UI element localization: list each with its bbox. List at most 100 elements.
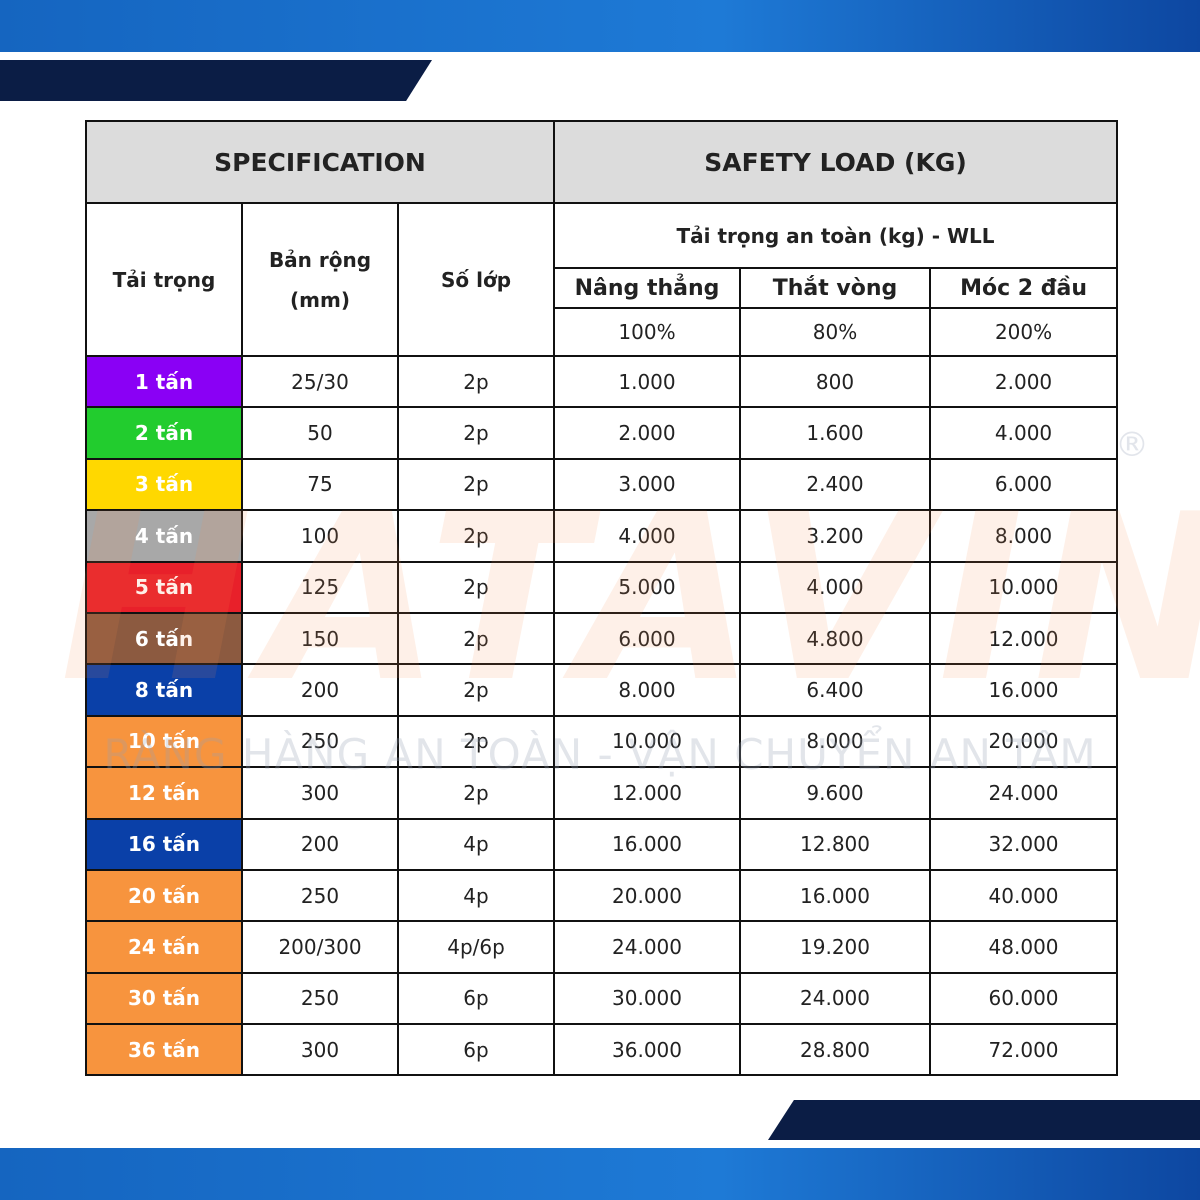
table-cell: 72.000: [929, 1023, 1119, 1077]
table-cell: 2p: [396, 354, 556, 409]
table-cell: 10.000: [553, 714, 742, 769]
table-row: 2 tấn 50 2p 2.000 1.600 4.000: [85, 406, 1119, 460]
table-cell: 2.000: [553, 406, 742, 460]
table-cell: 4p: [396, 817, 556, 871]
load-tag: 4 tấn: [85, 509, 243, 563]
table-cell: 8.000: [739, 714, 932, 769]
table-cell: 300: [241, 766, 399, 820]
table-cell: 8.000: [553, 663, 742, 717]
top-bar: [0, 0, 1200, 52]
column-header: Thắt vòng: [739, 267, 932, 309]
percent-cell: 200%: [929, 307, 1119, 357]
table-cell: 2p: [396, 611, 556, 666]
spec-table: SPECIFICATION SAFETY LOAD (KG) Tải trọng B…: [84, 120, 1119, 1077]
table-cell: 200: [241, 817, 399, 871]
table-cell: 20.000: [553, 868, 742, 923]
table-row: 1 tấn 25/30 2p 1.000 800 2.000: [85, 354, 1119, 409]
table-row: 10 tấn 250 2p 10.000 8.000 20.000: [85, 714, 1119, 769]
table-cell: 2p: [396, 663, 556, 717]
table-cell: 16.000: [553, 817, 742, 871]
table-cell: 200: [241, 663, 399, 717]
table-cell: 12.800: [739, 817, 932, 871]
load-tag: 24 tấn: [85, 920, 243, 974]
table-row: 8 tấn 200 2p 8.000 6.400 16.000: [85, 663, 1119, 717]
table-cell: 125: [241, 560, 399, 614]
header-cell: SPECIFICATION: [84, 120, 556, 204]
table-cell: 2p: [396, 714, 556, 769]
table-cell: 50: [241, 406, 399, 460]
bottom-stripe: [768, 1100, 1200, 1140]
load-tag: 30 tấn: [85, 971, 243, 1026]
load-tag: 6 tấn: [85, 611, 243, 666]
load-tag: 10 tấn: [85, 714, 243, 769]
table-cell: 32.000: [929, 817, 1119, 871]
table-cell: 24.000: [929, 766, 1119, 820]
table-row: 6 tấn 150 2p 6.000 4.800 12.000: [85, 611, 1119, 666]
bottom-bar: [0, 1148, 1200, 1200]
load-tag: 3 tấn: [85, 457, 243, 512]
table-cell: 3.200: [739, 509, 932, 563]
table-cell: 250: [241, 714, 399, 769]
table-cell: 6p: [396, 1023, 556, 1077]
table-cell: 2p: [396, 766, 556, 820]
table-cell: 3.000: [553, 457, 742, 512]
table-cell: 12.000: [553, 766, 742, 820]
table-cell: 4p/6p: [396, 920, 556, 974]
table-cell: 6.000: [553, 611, 742, 666]
table-cell: 6p: [396, 971, 556, 1026]
table-cell: 6.000: [929, 457, 1119, 512]
table-row: 4 tấn 100 2p 4.000 3.200 8.000: [85, 509, 1119, 563]
table-cell: 40.000: [929, 868, 1119, 923]
load-tag: 5 tấn: [85, 560, 243, 614]
table-cell: 28.800: [739, 1023, 932, 1077]
table-cell: 4p: [396, 868, 556, 923]
table-cell: 19.200: [739, 920, 932, 974]
table-cell: 4.800: [739, 611, 932, 666]
table-cell: 24.000: [739, 971, 932, 1026]
table-cell: 48.000: [929, 920, 1119, 974]
table-cell: 25/30: [241, 354, 399, 409]
table-cell: 2p: [396, 560, 556, 614]
table-cell: 2p: [396, 457, 556, 512]
table-cell: 200/300: [241, 920, 399, 974]
table-row: 20 tấn 250 4p 20.000 16.000 40.000: [85, 868, 1119, 923]
table-cell: 2p: [396, 406, 556, 460]
top-stripe: [0, 60, 432, 101]
table-cell: 5.000: [553, 560, 742, 614]
table-row: 3 tấn 75 2p 3.000 2.400 6.000: [85, 457, 1119, 512]
table-cell: 9.600: [739, 766, 932, 820]
column-header: Bản rộng (mm): [241, 202, 399, 357]
column-header: Tải trọng an toàn (kg) - WLL: [553, 202, 1119, 269]
table-cell: 36.000: [553, 1023, 742, 1077]
load-tag: 2 tấn: [85, 406, 243, 460]
table-cell: 60.000: [929, 971, 1119, 1026]
table-cell: 20.000: [929, 714, 1119, 769]
percent-cell: 80%: [739, 307, 932, 357]
table-cell: 150: [241, 611, 399, 666]
table-cell: 250: [241, 868, 399, 923]
load-tag: 36 tấn: [85, 1023, 243, 1077]
table-cell: 75: [241, 457, 399, 512]
table-cell: 800: [739, 354, 932, 409]
table-cell: 10.000: [929, 560, 1119, 614]
load-tag: 1 tấn: [85, 354, 243, 409]
table-cell: 12.000: [929, 611, 1119, 666]
percent-cell: 100%: [553, 307, 742, 357]
table-row: 16 tấn 200 4p 16.000 12.800 32.000: [85, 817, 1119, 871]
table-row: 36 tấn 300 6p 36.000 28.800 72.000: [85, 1023, 1119, 1077]
table-cell: 16.000: [739, 868, 932, 923]
table-cell: 2.400: [739, 457, 932, 512]
table-cell: 250: [241, 971, 399, 1026]
table-cell: 8.000: [929, 509, 1119, 563]
table-row: 5 tấn 125 2p 5.000 4.000 10.000: [85, 560, 1119, 614]
column-header: Móc 2 đầu: [929, 267, 1119, 309]
table-cell: 16.000: [929, 663, 1119, 717]
header-cell: SAFETY LOAD (KG): [553, 120, 1119, 204]
table-cell: 6.400: [739, 663, 932, 717]
column-header: Số lớp: [396, 202, 556, 357]
table-row: 12 tấn 300 2p 12.000 9.600 24.000: [85, 766, 1119, 820]
watermark-mark: ®: [1115, 425, 1149, 465]
load-tag: 20 tấn: [85, 868, 243, 923]
table-cell: 4.000: [929, 406, 1119, 460]
